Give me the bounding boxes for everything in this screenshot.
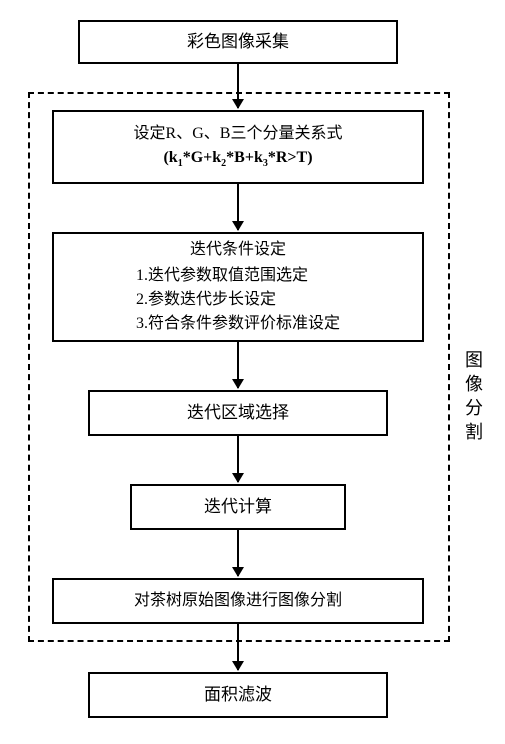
arrow bbox=[237, 64, 239, 108]
arrow bbox=[237, 436, 239, 482]
node-text: 迭代区域选择 bbox=[187, 400, 289, 426]
node-text: 3.符合条件参数评价标准设定 bbox=[136, 312, 340, 336]
node-iteration-conditions: 迭代条件设定 1.迭代参数取值范围选定 2.参数迭代步长设定 3.符合条件参数评… bbox=[52, 232, 424, 342]
node-text: 彩色图像采集 bbox=[187, 29, 289, 55]
node-area-filter: 面积滤波 bbox=[88, 672, 388, 718]
node-text: 设定R、G、B三个分量关系式 bbox=[134, 122, 343, 146]
node-text: 迭代计算 bbox=[204, 494, 272, 520]
node-iteration-compute: 迭代计算 bbox=[130, 484, 346, 530]
arrow bbox=[237, 342, 239, 388]
node-text: 对茶树原始图像进行图像分割 bbox=[134, 589, 342, 613]
node-sublist: 1.迭代参数取值范围选定 2.参数迭代步长设定 3.符合条件参数评价标准设定 bbox=[136, 264, 340, 336]
node-heading: 迭代条件设定 bbox=[190, 238, 286, 262]
arrow bbox=[237, 184, 239, 230]
arrow bbox=[237, 530, 239, 576]
flowchart-canvas: 图像分割 彩色图像采集 设定R、G、B三个分量关系式 (k1*G+k2*B+k3… bbox=[0, 0, 505, 744]
arrow bbox=[237, 624, 239, 670]
node-region-selection: 迭代区域选择 bbox=[88, 390, 388, 436]
node-text: 面积滤波 bbox=[204, 682, 272, 708]
node-rgb-relation: 设定R、G、B三个分量关系式 (k1*G+k2*B+k3*R>T) bbox=[52, 110, 424, 184]
node-text: 2.参数迭代步长设定 bbox=[136, 288, 340, 312]
node-segment-original: 对茶树原始图像进行图像分割 bbox=[52, 578, 424, 624]
group-label: 图像分割 bbox=[460, 350, 486, 446]
node-color-image-acquisition: 彩色图像采集 bbox=[78, 20, 398, 64]
node-text: 1.迭代参数取值范围选定 bbox=[136, 264, 340, 288]
node-formula: (k1*G+k2*B+k3*R>T) bbox=[163, 146, 312, 171]
